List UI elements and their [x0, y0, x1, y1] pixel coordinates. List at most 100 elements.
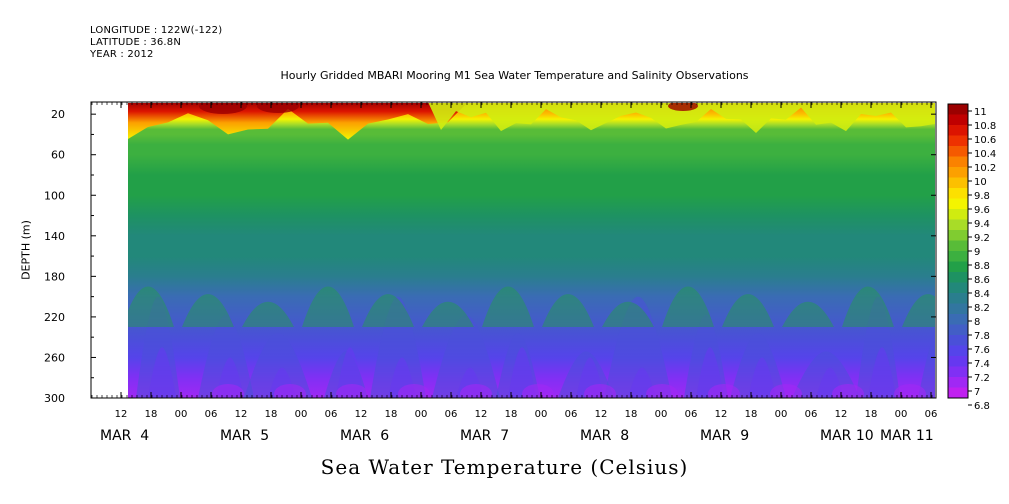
colorbar-swatch	[948, 188, 968, 199]
colorbar-swatch	[948, 135, 968, 147]
deep-water-tongue	[244, 333, 312, 398]
colorbar-label: 10.8	[974, 121, 996, 132]
mid-depth-dome	[662, 286, 714, 328]
longitude-label: LONGITUDE : 122W(-122)	[90, 25, 223, 36]
x-hour-label: 00	[415, 409, 428, 420]
colorbar-label: 6.8	[974, 401, 990, 412]
x-hour-label: 00	[175, 409, 188, 420]
colorbar-label: 10.6	[974, 135, 996, 146]
colorbar-swatch	[948, 209, 968, 220]
colorbar-swatch	[948, 240, 968, 252]
colorbar-label: 7.2	[974, 373, 990, 384]
mid-depth-dome	[482, 286, 534, 328]
surface-hot-spot	[668, 103, 698, 111]
cold-bottom-patch	[646, 384, 678, 398]
y-tick-label: 20	[51, 108, 65, 121]
deep-water-tongue	[748, 357, 776, 398]
cold-bottom-patch	[522, 384, 554, 398]
cold-bottom-patch	[770, 384, 802, 398]
yellow-surface-layer	[428, 103, 935, 134]
deep-water-tongue	[868, 347, 896, 398]
mid-depth-dome	[362, 294, 414, 328]
x-hour-label: 12	[355, 409, 368, 420]
cold-bottom-patch	[894, 384, 926, 398]
colorbar-label: 9.2	[974, 233, 990, 244]
cold-bottom-patch	[832, 384, 864, 398]
colorbar-label: 7	[974, 387, 980, 398]
colorbar-swatch	[948, 387, 968, 399]
colorbar-swatch	[948, 219, 968, 231]
y-tick-label: 140	[44, 230, 65, 243]
x-day-label: MAR 5	[220, 428, 269, 444]
y-tick-label-bottom: 300	[44, 392, 65, 405]
surface-hot-spot	[199, 103, 247, 114]
cold-bottom-patch	[708, 384, 740, 398]
colorbar-swatch	[948, 125, 968, 136]
deep-water-tongue	[148, 347, 176, 398]
x-day-label: MAR 9	[700, 428, 749, 444]
x-hour-label: 12	[475, 409, 488, 420]
mid-depth-dome	[182, 294, 234, 328]
x-hour-label: 12	[235, 409, 248, 420]
colorbar-label: 7.8	[974, 331, 990, 342]
cold-bottom-patch	[336, 384, 368, 398]
colorbar-swatch	[948, 230, 968, 241]
colorbar-label: 9.6	[974, 205, 990, 216]
y-axis: 20 60 100 140 180 220 260 300	[44, 108, 936, 405]
x-hour-label: 00	[535, 409, 548, 420]
x-hour-label: 06	[445, 409, 458, 420]
mid-depth-dome	[242, 301, 294, 328]
x-day-label: MAR 6	[340, 428, 389, 444]
y-tick-label: 180	[44, 270, 65, 283]
x-hour-label: 18	[745, 409, 758, 420]
latitude-label: LATITUDE : 36.8N	[90, 37, 182, 48]
year-label: YEAR : 2012	[90, 49, 154, 60]
deep-water-tongue	[604, 296, 672, 398]
x-day-label: MAR 10	[820, 428, 874, 444]
x-hour-label: 12	[835, 409, 848, 420]
x-hour-label: 18	[505, 409, 518, 420]
colorbar-label: 9.8	[974, 191, 990, 202]
surface-hot-spot	[257, 103, 299, 113]
colorbar-swatch	[948, 335, 968, 346]
y-tick-label: 260	[44, 351, 65, 364]
x-hour-label: 06	[805, 409, 818, 420]
deep-water-tongue	[918, 331, 935, 398]
colorbar-swatch	[948, 282, 968, 294]
x-day-label: MAR 8	[580, 428, 629, 444]
colorbar-swatch	[948, 146, 968, 157]
colorbar-label: 8.8	[974, 261, 990, 272]
mid-depth-dome	[542, 294, 594, 328]
heatmap-field	[128, 103, 935, 398]
x-hour-label: 18	[865, 409, 878, 420]
colorbar-swatch	[948, 366, 968, 378]
mid-depth-dome	[722, 294, 774, 328]
x-hour-label: 00	[775, 409, 788, 420]
colorbar-swatch	[948, 261, 968, 273]
plot-frame	[90, 101, 937, 399]
x-hour-label: 18	[265, 409, 278, 420]
mid-depth-dome	[128, 286, 174, 328]
colorbar-label: 7.6	[974, 345, 990, 356]
colorbar-swatch	[948, 104, 968, 115]
x-hour-label: 18	[145, 409, 158, 420]
colorbar-swatch	[948, 177, 968, 189]
colorbar-label: 8.2	[974, 303, 990, 314]
colorbar-swatch	[948, 251, 968, 262]
x-axis: 12 18 00 06 12 18 00 06 12 18 00 06 12 18 00 06 12 18 00 06…	[91, 102, 937, 444]
colorbar-label: 8.4	[974, 289, 990, 300]
mid-depth-dome	[602, 301, 654, 328]
colorbar-swatch	[948, 272, 968, 283]
colorbar-label: 10.2	[974, 163, 996, 174]
x-hour-label: 06	[685, 409, 698, 420]
colorbar-label: 7.4	[974, 359, 990, 370]
colorbar-label: 8	[974, 317, 980, 328]
colorbar-label: 11	[974, 107, 987, 118]
units-label: Sea Water Temperature (Celsius)	[320, 455, 689, 479]
deep-water-tongue	[432, 314, 500, 398]
mid-depth-dome	[902, 294, 935, 328]
colorbar-label: 9	[974, 247, 980, 258]
x-hour-label: 00	[895, 409, 908, 420]
colorbar-swatch	[948, 156, 968, 168]
chart-title: Hourly Gridded MBARI Mooring M1 Sea Wate…	[280, 69, 749, 82]
